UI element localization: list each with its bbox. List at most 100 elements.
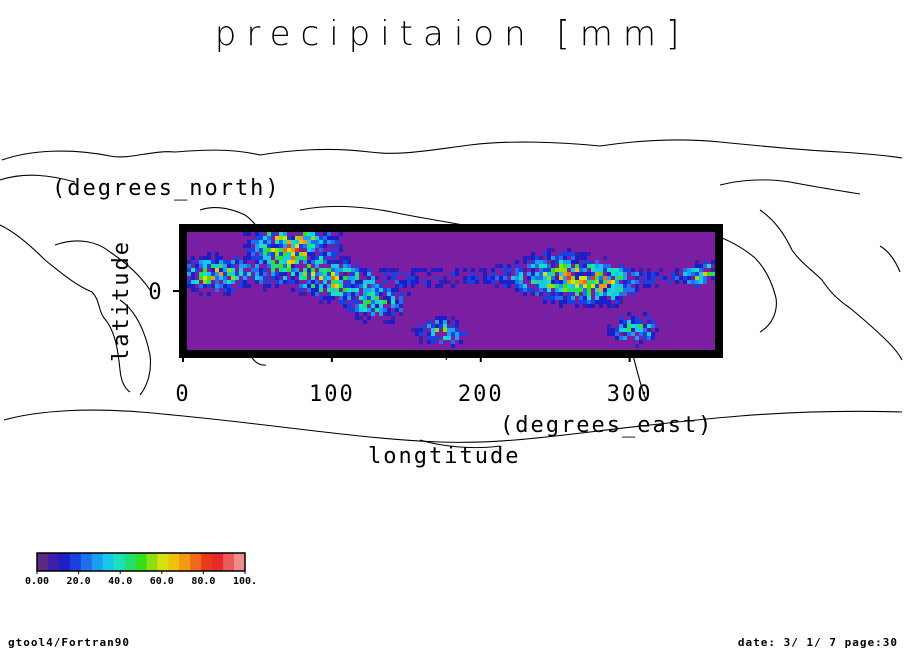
precip-cell	[483, 268, 487, 272]
precip-cell	[659, 268, 663, 272]
precip-cell	[287, 256, 291, 260]
precip-cell	[415, 280, 419, 284]
colorbar-swatch	[80, 553, 93, 571]
precip-cell	[591, 304, 595, 308]
precip-cell	[443, 276, 447, 280]
precip-cell	[527, 276, 531, 280]
colorbar-swatch	[113, 553, 126, 571]
precip-cell	[599, 284, 603, 288]
precip-cell	[239, 272, 243, 276]
precip-cell	[567, 284, 571, 288]
precip-cell	[551, 248, 555, 252]
precip-cell	[607, 300, 611, 304]
precip-cell	[243, 280, 247, 284]
precip-cell	[371, 304, 375, 308]
precip-cell	[415, 332, 419, 336]
precip-cell	[215, 272, 219, 276]
precip-cell	[611, 272, 615, 276]
precip-cell	[551, 256, 555, 260]
precip-cell	[371, 312, 375, 316]
precip-cell	[707, 272, 711, 276]
precip-cell	[335, 284, 339, 288]
precip-cell	[399, 304, 403, 308]
precip-cell	[619, 292, 623, 296]
precip-cell	[439, 268, 443, 272]
precip-cell	[499, 280, 503, 284]
precip-cell	[435, 324, 439, 328]
precip-cell	[335, 236, 339, 240]
precip-cell	[507, 272, 511, 276]
precip-cell	[539, 268, 543, 272]
precip-cell	[219, 268, 223, 272]
precip-cell	[579, 284, 583, 288]
precip-cell	[587, 252, 591, 256]
precip-cell	[607, 268, 611, 272]
precip-cell	[203, 260, 207, 264]
precip-cell	[555, 256, 559, 260]
precip-cell	[587, 300, 591, 304]
precip-cell	[259, 260, 263, 264]
precip-cell	[419, 336, 423, 340]
precip-cell	[367, 292, 371, 296]
precip-cell	[367, 316, 371, 320]
precip-cell	[207, 252, 211, 256]
precip-cell	[379, 304, 383, 308]
precip-cell	[327, 288, 331, 292]
colorbar-swatch	[124, 553, 137, 571]
precip-cell	[263, 240, 267, 244]
precip-cell	[575, 292, 579, 296]
precip-cell	[355, 284, 359, 288]
precip-cell	[207, 260, 211, 264]
precip-cell	[507, 280, 511, 284]
precip-cell	[331, 272, 335, 276]
precip-cell	[243, 232, 247, 236]
precip-cell	[399, 308, 403, 312]
precip-cell	[583, 272, 587, 276]
precip-cell	[255, 256, 259, 260]
precip-cell	[379, 288, 383, 292]
precip-cell	[347, 304, 351, 308]
precip-cell	[211, 268, 215, 272]
precip-cell	[307, 252, 311, 256]
precip-cell	[615, 284, 619, 288]
precip-cell	[267, 248, 271, 252]
precip-cell	[595, 280, 599, 284]
precip-cell	[191, 256, 195, 260]
precip-cell	[599, 280, 603, 284]
precip-cell	[559, 296, 563, 300]
precip-cell	[387, 288, 391, 292]
precip-cell	[327, 268, 331, 272]
precip-cell	[463, 268, 467, 272]
precip-cell	[255, 264, 259, 268]
precip-cell	[607, 272, 611, 276]
precip-cell	[563, 268, 567, 272]
x-tick-label: 300	[607, 382, 653, 407]
precip-cell	[567, 264, 571, 268]
precip-cell	[711, 276, 715, 280]
precip-cell	[671, 272, 675, 276]
precip-cell	[583, 264, 587, 268]
precip-cell	[359, 284, 363, 288]
precip-cell	[435, 268, 439, 272]
precip-cell	[319, 276, 323, 280]
precip-cell	[511, 280, 515, 284]
precip-cell	[619, 324, 623, 328]
precip-cell	[687, 276, 691, 280]
precip-cell	[343, 256, 347, 260]
precip-cell	[655, 328, 659, 332]
precip-cell	[543, 264, 547, 268]
precip-cell	[315, 232, 319, 236]
precip-cell	[543, 280, 547, 284]
precip-cell	[603, 280, 607, 284]
precip-cell	[215, 284, 219, 288]
precip-cell	[311, 272, 315, 276]
precip-cell	[259, 272, 263, 276]
precip-cell	[279, 240, 283, 244]
precip-cell	[431, 336, 435, 340]
x-tick-label: 200	[458, 382, 504, 407]
precip-cell	[283, 244, 287, 248]
y-axis-unit: (degrees_north)	[52, 176, 281, 201]
precip-cell	[355, 268, 359, 272]
precip-cell	[559, 280, 563, 284]
precip-cell	[359, 316, 363, 320]
